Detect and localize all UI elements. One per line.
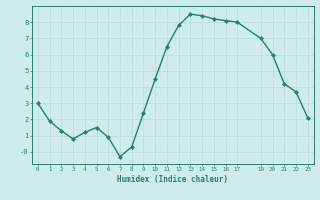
X-axis label: Humidex (Indice chaleur): Humidex (Indice chaleur) <box>117 175 228 184</box>
